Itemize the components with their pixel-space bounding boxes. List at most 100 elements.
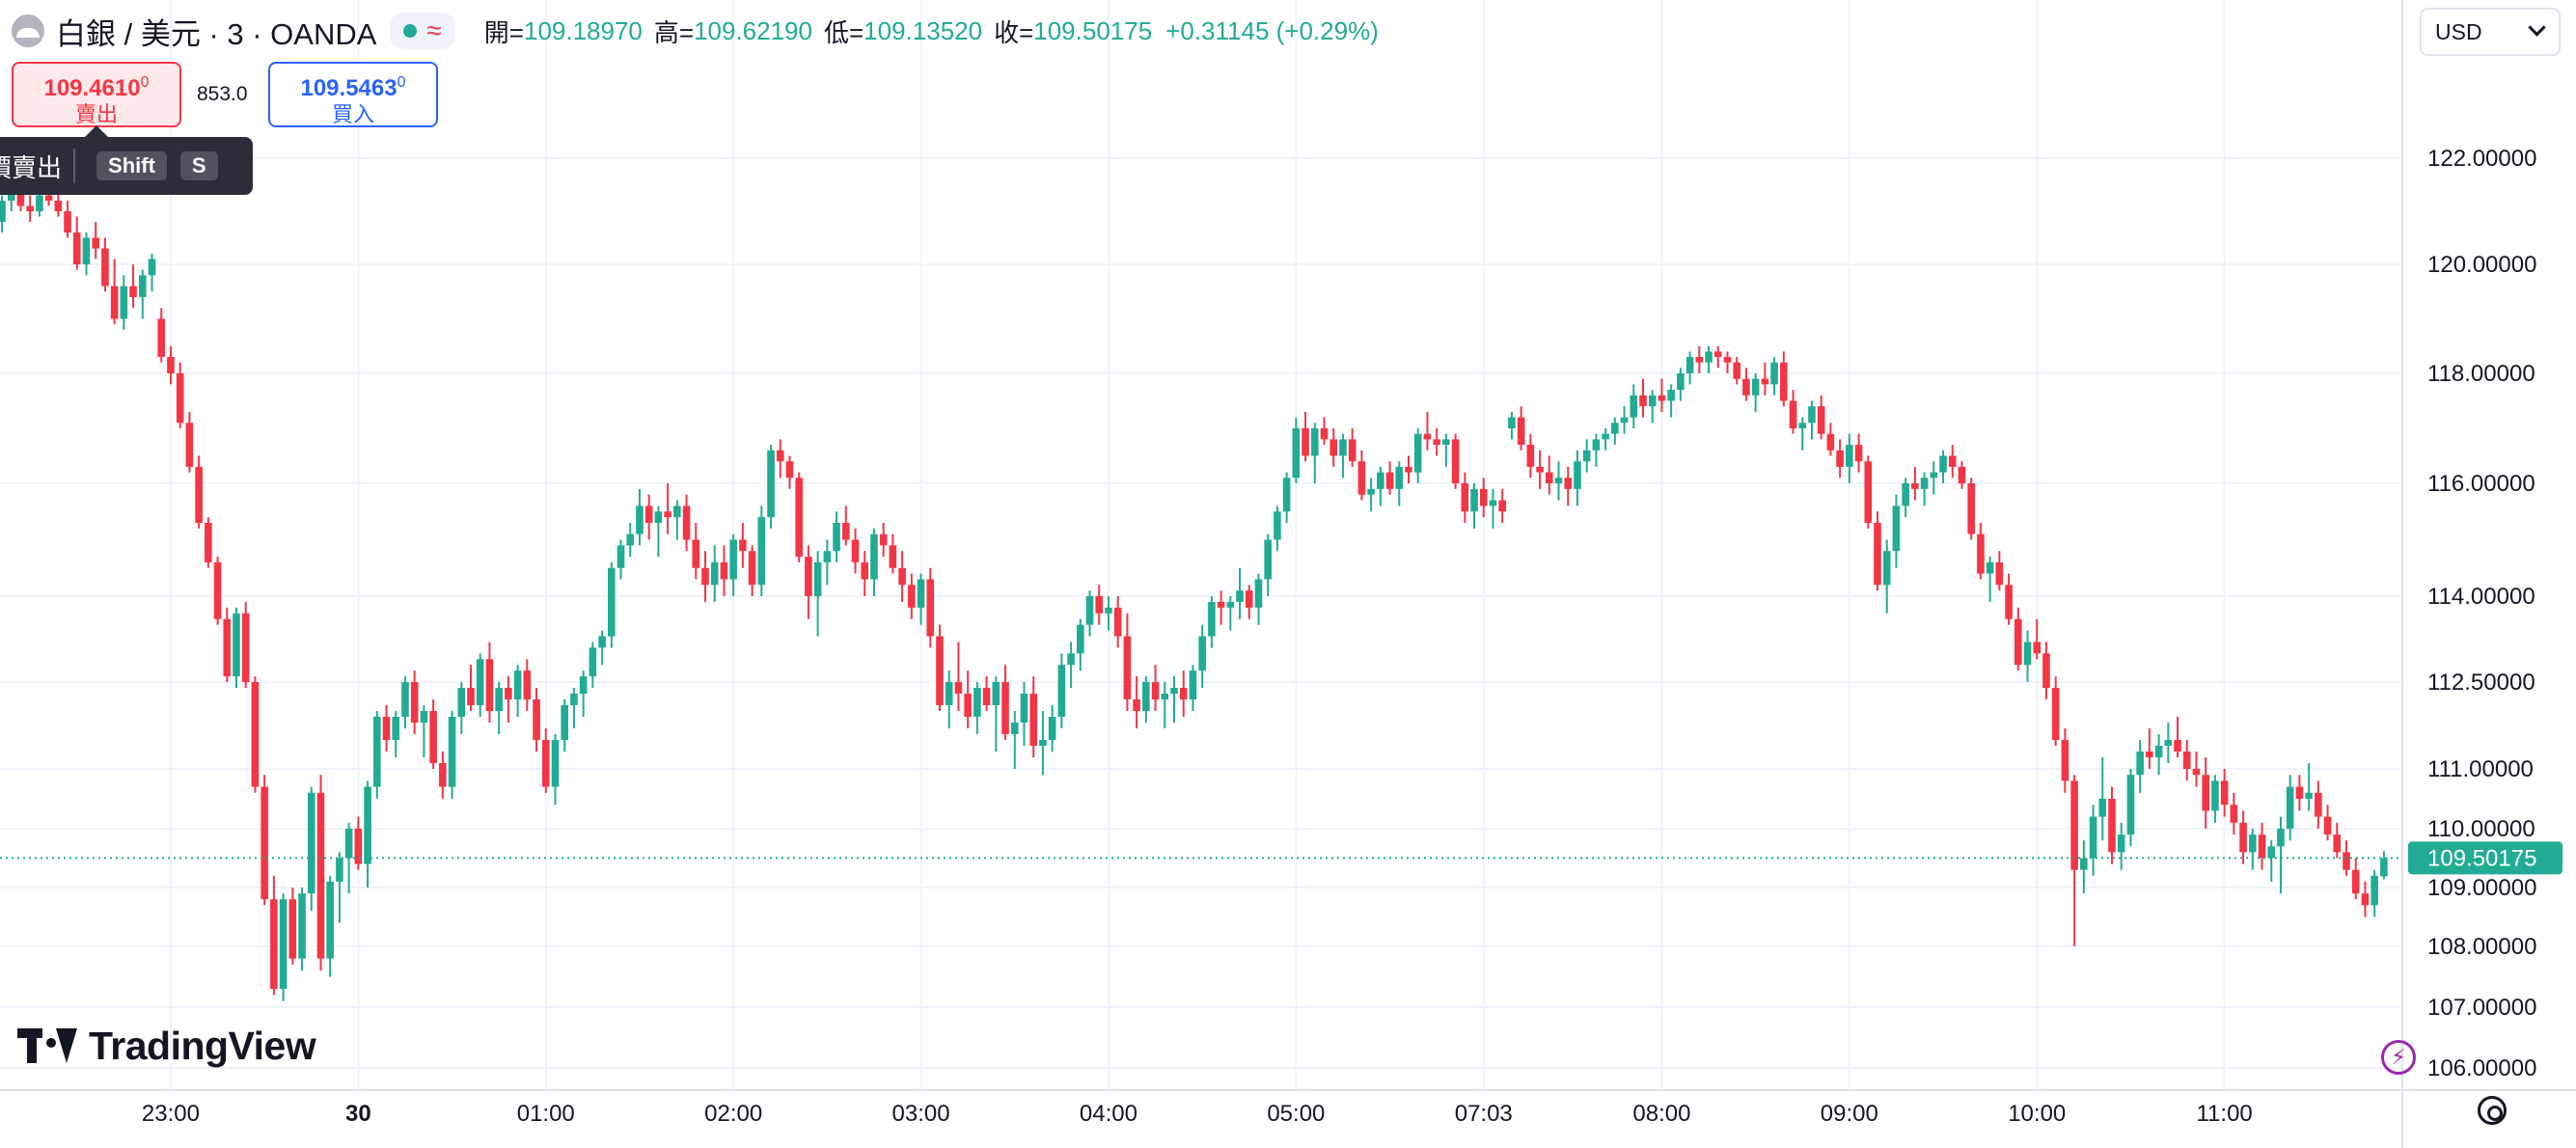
candle-body <box>1189 670 1197 699</box>
sell-button[interactable]: 109.46100 賣出 <box>12 62 181 127</box>
candle-body <box>2249 834 2257 853</box>
candle-body <box>1020 694 1028 723</box>
candle-body <box>1423 433 1432 440</box>
candles <box>0 174 2388 1001</box>
symbol-title[interactable]: 白銀 / 美元 · 3 · OANDA <box>56 16 377 51</box>
candle-body <box>2267 846 2276 859</box>
candle-body <box>1705 351 1713 363</box>
candle-body <box>2005 585 2013 619</box>
settings-icon[interactable] <box>2478 1096 2507 1125</box>
candle-body <box>2333 834 2342 853</box>
candle-body <box>1395 466 1404 489</box>
candle-body <box>2295 786 2304 799</box>
candle-body <box>485 659 494 711</box>
candle-body <box>1339 439 1347 456</box>
candle-body <box>307 792 315 894</box>
candle-body <box>1602 433 1609 440</box>
candle-body <box>720 561 728 580</box>
candle-body <box>139 275 147 297</box>
candle-body <box>2098 799 2107 817</box>
candle-body <box>1620 417 1629 424</box>
price-tick-label: 122.00000 <box>2427 146 2536 172</box>
candle-body <box>205 522 212 562</box>
candle-body <box>1105 607 1112 614</box>
time-tick-label: 02:00 <box>704 1101 762 1127</box>
candle-body <box>2146 752 2153 757</box>
candle-body <box>1320 428 1329 440</box>
open-label: 開= <box>483 17 524 47</box>
close-value: 109.50175 <box>1033 15 1153 45</box>
price-tick-label: 110.00000 <box>2427 816 2535 842</box>
candle-body <box>241 613 250 682</box>
candle-body <box>1648 395 1657 407</box>
candle-body <box>1067 653 1075 666</box>
candle-body <box>1742 378 1750 396</box>
low-label: 低= <box>823 17 864 47</box>
candle-body <box>1582 450 1591 462</box>
candle-body <box>636 506 644 534</box>
tooltip-arrow <box>85 125 108 137</box>
buy-button[interactable]: 109.54630 買入 <box>268 62 438 127</box>
market-open-dot-icon <box>403 24 418 38</box>
candle-body <box>1274 511 1281 540</box>
candle-body <box>2061 740 2069 781</box>
candle-body <box>298 893 306 959</box>
candle-body <box>336 858 343 882</box>
candle-body <box>392 717 400 740</box>
candle-body <box>1292 428 1301 478</box>
candle-body <box>579 676 588 694</box>
high-value: 109.62190 <box>694 15 812 45</box>
candle-body <box>2370 875 2378 906</box>
candle-body <box>936 636 944 705</box>
candle-body <box>1348 439 1357 462</box>
price-tick-label: 120.00000 <box>2427 252 2536 278</box>
candle-body <box>1611 423 1619 434</box>
candle-body <box>1854 445 1863 462</box>
candle-body <box>1892 506 1901 552</box>
candle-body <box>1179 688 1188 699</box>
candle-body <box>1667 390 1675 401</box>
candle-body <box>908 585 916 608</box>
candle-body <box>1770 362 1778 385</box>
candle-body <box>813 561 822 596</box>
candle-body <box>1798 423 1807 428</box>
candle-body <box>26 205 34 211</box>
candle-body <box>2305 792 2313 799</box>
candle-body <box>2174 740 2181 752</box>
candle-body <box>92 237 99 249</box>
market-status[interactable]: ≈ <box>390 13 455 49</box>
tradingview-logo[interactable]: TradingView <box>17 1021 316 1071</box>
candle-body <box>410 682 419 723</box>
price-tick-label: 111.00000 <box>2427 756 2534 782</box>
candle-body <box>101 248 109 287</box>
candle-body <box>1077 624 1084 654</box>
candle-body <box>523 670 532 699</box>
candle-body <box>823 551 832 562</box>
tradingview-logo-text: TradingView <box>89 1023 316 1068</box>
candle-body <box>82 237 91 264</box>
time-tick-label: 04:00 <box>1080 1101 1137 1127</box>
candle-body <box>260 786 268 900</box>
candle-body <box>2126 775 2135 835</box>
candle-body <box>270 899 278 990</box>
currency-select[interactable]: USD <box>2420 8 2561 56</box>
candle-body <box>2164 740 2173 746</box>
candle-body <box>805 557 812 596</box>
candle-body <box>1095 596 1104 614</box>
time-tick-label: 10:00 <box>2008 1101 2066 1127</box>
candle-body <box>505 688 512 699</box>
bolt-icon[interactable]: ⚡ <box>2381 1040 2416 1075</box>
candle-body <box>992 682 1000 705</box>
candle-body <box>1958 466 1966 483</box>
symbol-icon[interactable] <box>12 14 44 47</box>
candle-body <box>1808 406 1816 424</box>
candle-body <box>382 717 391 740</box>
candle-body <box>2211 780 2219 811</box>
candle-body <box>1311 428 1319 456</box>
candle-body <box>1001 682 1009 734</box>
candle-body <box>1161 694 1169 699</box>
candle-body <box>2042 653 2050 688</box>
candle-body <box>1385 472 1394 489</box>
candle-body <box>851 539 860 562</box>
